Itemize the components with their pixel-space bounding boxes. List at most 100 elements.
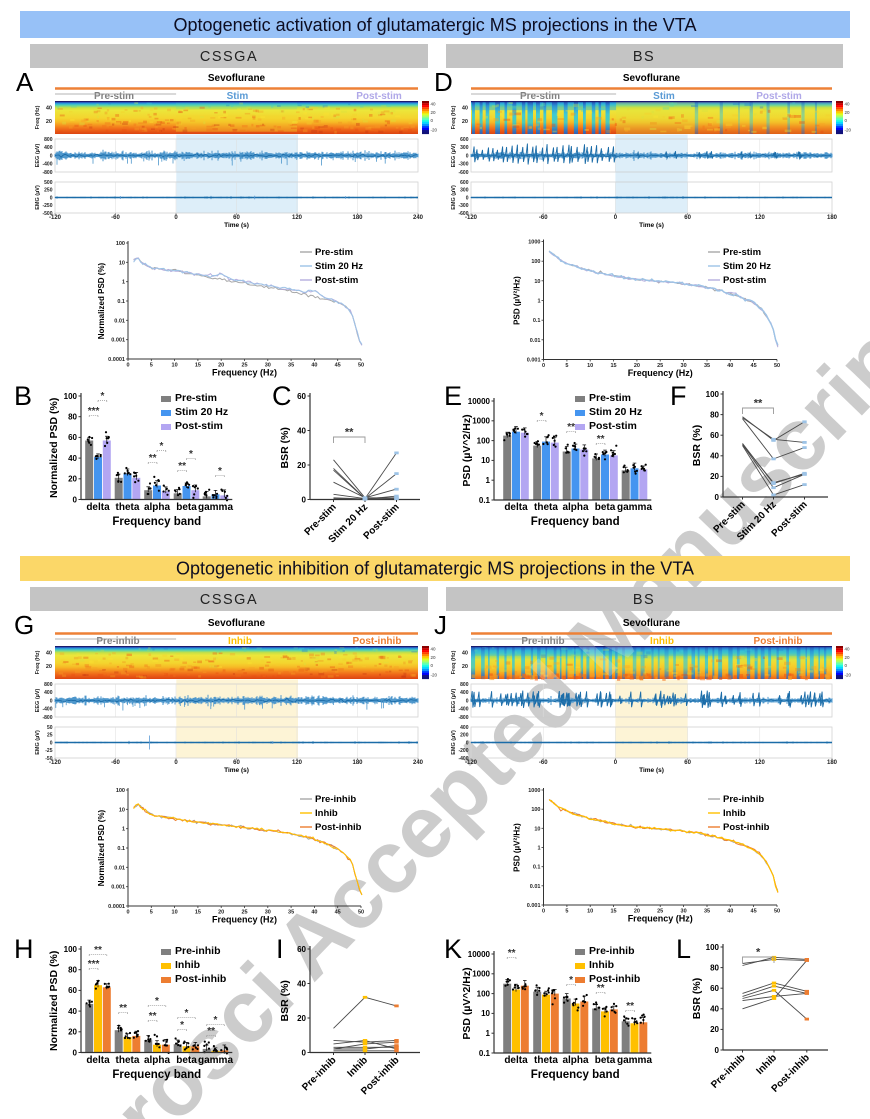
- svg-text:-400: -400: [458, 756, 468, 762]
- svg-text:Time (s): Time (s): [224, 222, 249, 229]
- svg-text:0.1: 0.1: [117, 846, 125, 852]
- svg-text:Time (s): Time (s): [639, 767, 664, 774]
- svg-text:0: 0: [302, 1048, 307, 1057]
- svg-text:Frequency band: Frequency band: [112, 516, 201, 528]
- svg-text:Pre-inhib: Pre-inhib: [521, 636, 564, 647]
- svg-text:delta: delta: [86, 502, 110, 513]
- svg-text:**: **: [626, 1001, 634, 1012]
- svg-text:20: 20: [46, 119, 52, 125]
- svg-text:10: 10: [119, 260, 125, 266]
- svg-text:B: B: [14, 381, 32, 411]
- svg-text:*: *: [218, 466, 222, 477]
- svg-text:120: 120: [292, 760, 303, 766]
- svg-text:1000: 1000: [528, 788, 540, 794]
- svg-text:Inhib: Inhib: [228, 636, 252, 647]
- svg-text:Frequency (Hz): Frequency (Hz): [628, 368, 693, 378]
- svg-text:-600: -600: [458, 170, 468, 176]
- svg-text:15: 15: [610, 363, 616, 369]
- svg-text:5: 5: [565, 363, 568, 369]
- svg-text:60: 60: [233, 215, 240, 221]
- svg-text:***: ***: [88, 406, 100, 417]
- svg-text:20: 20: [634, 363, 640, 369]
- svg-text:EEG (µV): EEG (µV): [35, 689, 41, 713]
- svg-text:A: A: [16, 67, 34, 97]
- svg-text:100: 100: [64, 392, 78, 401]
- svg-text:60: 60: [684, 760, 691, 766]
- svg-text:10: 10: [481, 1009, 490, 1018]
- svg-text:-400: -400: [42, 707, 52, 713]
- svg-text:Pre-inhib: Pre-inhib: [96, 636, 139, 647]
- svg-text:10: 10: [534, 279, 540, 285]
- svg-text:**: **: [149, 1011, 157, 1022]
- svg-text:10000: 10000: [468, 397, 491, 406]
- svg-text:45: 45: [751, 909, 757, 915]
- svg-text:Sevoflurane: Sevoflurane: [208, 73, 266, 84]
- svg-text:45: 45: [335, 363, 341, 369]
- svg-text:180: 180: [827, 760, 838, 766]
- svg-text:Freq (Hz): Freq (Hz): [451, 650, 457, 674]
- svg-text:240: 240: [413, 760, 424, 766]
- svg-text:**: **: [754, 398, 763, 410]
- svg-text:*: *: [155, 996, 159, 1007]
- svg-text:Freq (Hz): Freq (Hz): [35, 650, 41, 674]
- svg-text:**: **: [597, 983, 605, 994]
- svg-text:20: 20: [710, 472, 719, 481]
- svg-text:240: 240: [413, 215, 424, 221]
- svg-text:-20: -20: [431, 127, 438, 132]
- svg-text:Normalized PSD (%): Normalized PSD (%): [97, 809, 106, 886]
- svg-text:Post-stim: Post-stim: [756, 91, 802, 102]
- svg-text:-20: -20: [431, 672, 438, 677]
- svg-text:100: 100: [116, 788, 125, 794]
- svg-text:*: *: [756, 947, 761, 959]
- svg-text:40: 40: [297, 979, 306, 988]
- svg-text:-60: -60: [539, 215, 548, 221]
- svg-text:800: 800: [460, 682, 469, 688]
- svg-text:15: 15: [610, 909, 616, 915]
- svg-text:Sevoflurane: Sevoflurane: [623, 73, 681, 84]
- svg-text:Post-inhib: Post-inhib: [353, 636, 402, 647]
- svg-text:100: 100: [477, 989, 491, 998]
- svg-text:-20: -20: [845, 672, 852, 677]
- svg-text:-400: -400: [42, 162, 52, 168]
- svg-text:I: I: [276, 934, 284, 964]
- svg-text:0.001: 0.001: [111, 885, 125, 891]
- svg-text:40: 40: [431, 102, 437, 107]
- svg-text:10000: 10000: [468, 950, 491, 959]
- svg-text:50: 50: [774, 363, 780, 369]
- svg-text:800: 800: [44, 682, 53, 688]
- svg-text:BS: BS: [633, 592, 655, 608]
- svg-text:35: 35: [704, 363, 710, 369]
- svg-text:20: 20: [297, 461, 306, 470]
- svg-text:1: 1: [122, 280, 125, 286]
- svg-text:5: 5: [150, 363, 153, 369]
- svg-text:-120: -120: [49, 215, 62, 221]
- svg-text:Time (s): Time (s): [224, 767, 249, 774]
- svg-text:EEG (µV): EEG (µV): [451, 144, 457, 168]
- svg-text:Stim: Stim: [227, 91, 249, 102]
- svg-text:0: 0: [50, 153, 53, 159]
- svg-text:20: 20: [431, 655, 437, 660]
- svg-text:-120: -120: [49, 760, 62, 766]
- svg-text:25: 25: [657, 909, 663, 915]
- svg-text:100: 100: [706, 943, 720, 952]
- svg-text:40: 40: [311, 910, 317, 916]
- svg-text:45: 45: [751, 363, 757, 369]
- svg-text:40: 40: [710, 452, 719, 461]
- svg-text:-800: -800: [458, 715, 468, 721]
- svg-text:-20: -20: [845, 127, 852, 132]
- svg-text:400: 400: [460, 690, 469, 696]
- svg-text:-300: -300: [458, 203, 468, 209]
- svg-text:60: 60: [684, 215, 691, 221]
- svg-text:*: *: [189, 449, 193, 460]
- svg-text:EMG (µV): EMG (µV): [35, 730, 41, 755]
- svg-text:Normalized PSD (%): Normalized PSD (%): [97, 262, 106, 339]
- svg-text:30: 30: [265, 910, 271, 916]
- svg-text:60: 60: [297, 392, 306, 401]
- svg-text:gamma: gamma: [617, 502, 652, 513]
- svg-text:alpha: alpha: [144, 1055, 171, 1066]
- svg-text:Sevoflurane: Sevoflurane: [208, 618, 266, 629]
- svg-text:0.0001: 0.0001: [108, 904, 125, 910]
- svg-text:Post-inhib: Post-inhib: [315, 822, 362, 833]
- svg-text:10: 10: [172, 910, 178, 916]
- svg-text:60: 60: [68, 986, 77, 995]
